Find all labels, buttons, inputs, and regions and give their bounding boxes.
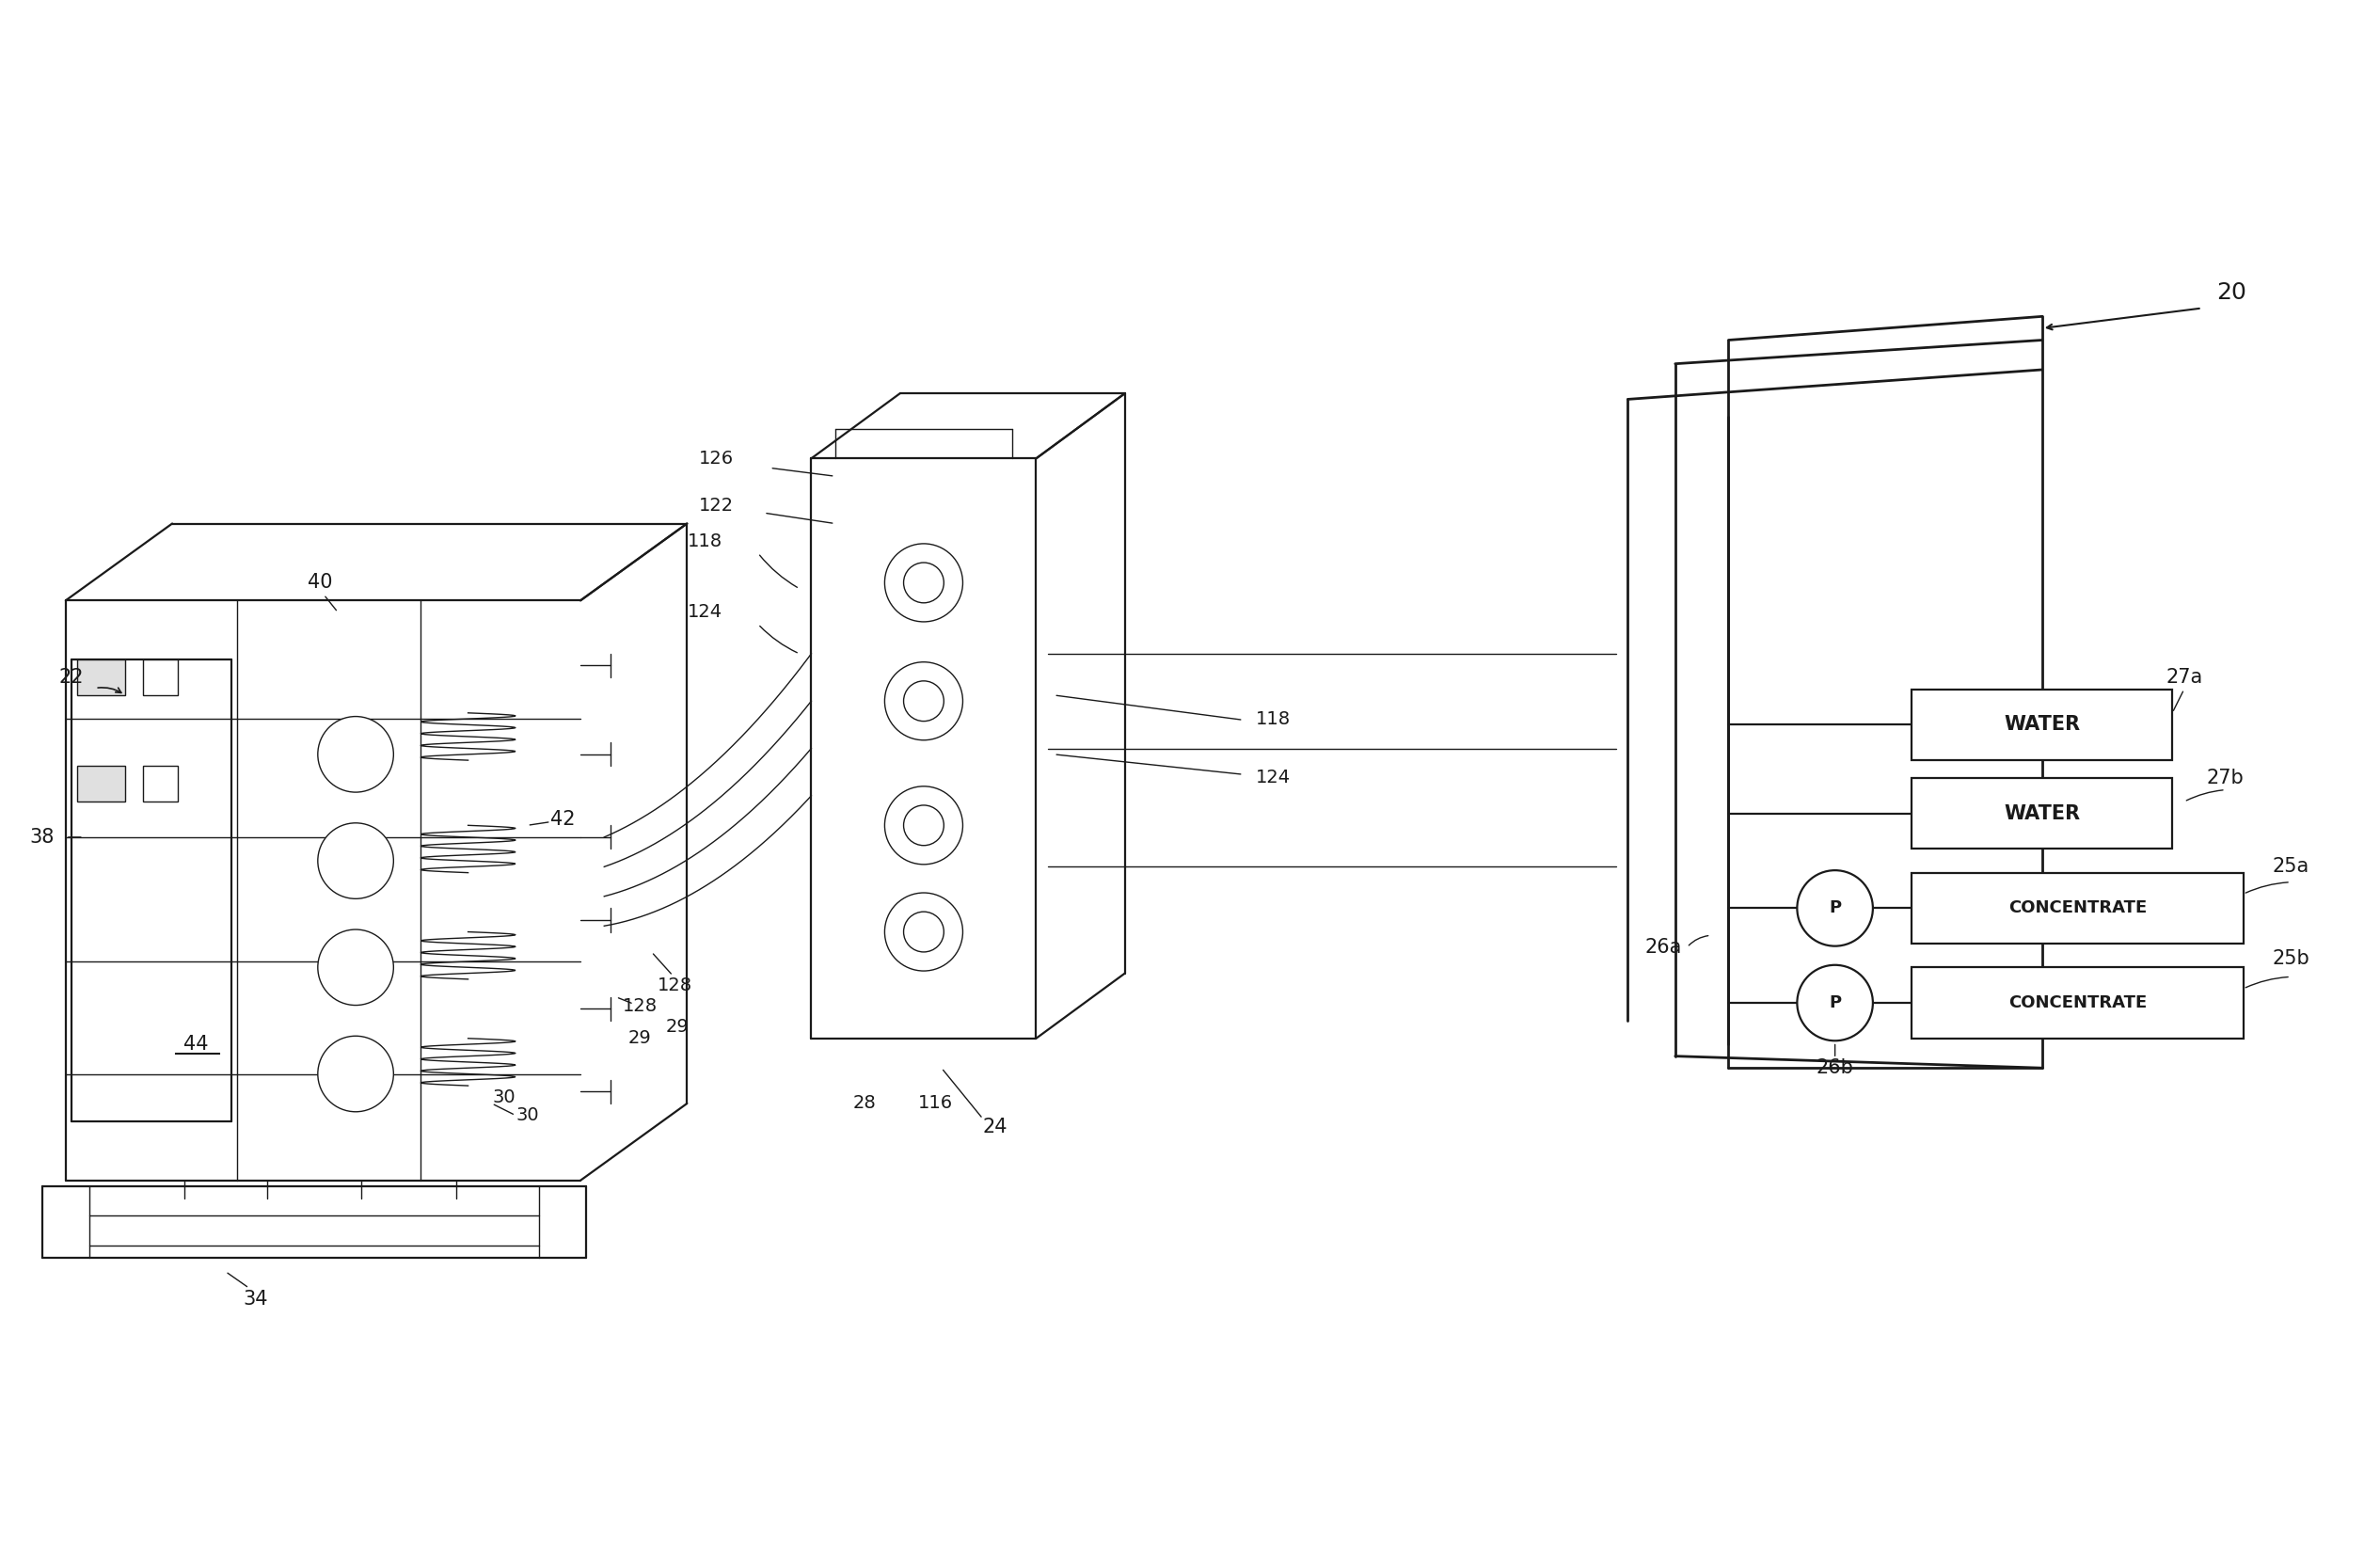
Bar [1911, 873, 2244, 943]
Bar [143, 766, 178, 801]
Text: P: P [1828, 994, 1842, 1011]
Text: 22: 22 [60, 668, 83, 686]
Circle shape [885, 543, 964, 622]
Text: 29: 29 [666, 1018, 690, 1035]
Circle shape [904, 804, 945, 845]
Text: 44: 44 [183, 1035, 209, 1053]
Circle shape [319, 716, 393, 792]
Text: 128: 128 [657, 976, 693, 994]
Text: 24: 24 [983, 1117, 1007, 1136]
Circle shape [904, 682, 945, 720]
Text: 38: 38 [29, 828, 55, 846]
Circle shape [904, 912, 945, 952]
Text: 25b: 25b [2273, 949, 2309, 968]
Text: 124: 124 [688, 604, 721, 621]
Text: CONCENTRATE: CONCENTRATE [2009, 994, 2147, 1011]
Text: 122: 122 [700, 496, 733, 515]
Circle shape [885, 661, 964, 741]
Text: 124: 124 [1254, 769, 1290, 787]
Circle shape [319, 823, 393, 899]
Text: 42: 42 [550, 811, 576, 829]
Text: 26b: 26b [1816, 1058, 1854, 1077]
Text: 126: 126 [700, 450, 733, 467]
Circle shape [885, 786, 964, 865]
Bar [79, 660, 124, 696]
Text: WATER: WATER [2004, 804, 2080, 823]
Bar [1911, 778, 2173, 850]
Text: 25a: 25a [2273, 857, 2309, 876]
Bar [1911, 689, 2173, 761]
Circle shape [319, 1036, 393, 1111]
Text: 118: 118 [1254, 710, 1290, 728]
Text: 28: 28 [852, 1094, 876, 1113]
Text: P: P [1828, 899, 1842, 916]
Text: 116: 116 [919, 1094, 952, 1113]
Text: 30: 30 [516, 1106, 538, 1125]
Text: WATER: WATER [2004, 716, 2080, 734]
Text: 34: 34 [243, 1290, 267, 1309]
Circle shape [904, 563, 945, 602]
Bar [143, 660, 178, 696]
Text: CONCENTRATE: CONCENTRATE [2009, 899, 2147, 916]
Circle shape [1797, 870, 1873, 946]
Circle shape [1797, 965, 1873, 1041]
Text: 118: 118 [688, 532, 721, 551]
Circle shape [319, 929, 393, 1005]
Bar [1911, 968, 2244, 1038]
Text: 27a: 27a [2166, 668, 2202, 686]
Text: 27b: 27b [2206, 769, 2244, 787]
Text: 40: 40 [307, 573, 333, 593]
Text: 26a: 26a [1645, 938, 1683, 957]
Text: 128: 128 [621, 997, 657, 1016]
Text: 20: 20 [2216, 282, 2247, 303]
Bar [79, 766, 124, 801]
Text: 29: 29 [628, 1030, 652, 1047]
Circle shape [885, 893, 964, 971]
Text: 30: 30 [493, 1089, 514, 1106]
